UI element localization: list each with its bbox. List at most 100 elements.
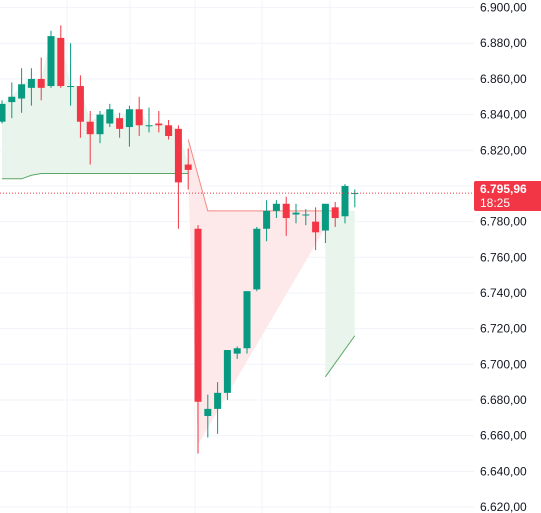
candle-body xyxy=(292,212,300,215)
candles xyxy=(0,25,359,454)
price-axis-label: 6.640,00 xyxy=(480,464,527,478)
candle-body xyxy=(341,185,349,217)
candle-body xyxy=(86,121,94,135)
candle-body xyxy=(174,128,182,183)
candle xyxy=(37,57,45,101)
candle xyxy=(155,111,163,133)
stop-line-down xyxy=(187,139,336,212)
candle-body xyxy=(302,214,310,216)
price-axis-label: 6.620,00 xyxy=(480,500,527,513)
candle-body xyxy=(253,228,261,290)
price-axis-label: 6.760,00 xyxy=(480,250,527,264)
candle-body xyxy=(0,103,6,122)
candle xyxy=(125,105,133,147)
candle xyxy=(135,96,143,136)
candle-body xyxy=(135,109,143,126)
stop-area-up-right xyxy=(325,210,355,377)
current-price-value: 6.795,96 xyxy=(480,182,527,196)
stop-line xyxy=(2,139,356,378)
candle-body xyxy=(272,203,280,211)
candle xyxy=(184,148,192,190)
candle xyxy=(351,189,359,208)
current-price-label: 6.795,96 18:25 xyxy=(474,181,541,211)
candle-body xyxy=(263,210,271,229)
candle xyxy=(18,68,26,113)
price-axis-label: 6.780,00 xyxy=(480,215,527,229)
candle-body xyxy=(321,203,329,231)
candle xyxy=(47,30,55,88)
price-axis-label: 6.860,00 xyxy=(480,72,527,86)
candle-body xyxy=(184,164,192,170)
price-axis-label: 6.700,00 xyxy=(480,357,527,371)
price-axis-label: 6.900,00 xyxy=(480,1,527,15)
candle xyxy=(263,200,271,242)
candle xyxy=(321,203,329,244)
candle-body xyxy=(76,86,84,122)
candle xyxy=(282,196,290,236)
candle-body xyxy=(57,37,65,87)
candle-body xyxy=(18,84,26,99)
price-axis-label: 6.840,00 xyxy=(480,108,527,122)
price-axis-label: 6.880,00 xyxy=(480,36,527,50)
candle xyxy=(253,226,261,292)
price-axis[interactable]: 6.900,00 6.880,00 6.860,00 6.840,00 6.820,00… xyxy=(480,1,527,513)
bar-countdown: 18:25 xyxy=(480,196,511,210)
candle xyxy=(341,184,349,224)
candle-body xyxy=(145,125,153,127)
candle xyxy=(174,125,182,229)
candle-body xyxy=(165,125,173,136)
candle xyxy=(27,68,35,106)
candle-body xyxy=(67,86,75,88)
candle xyxy=(302,209,310,226)
candle-body xyxy=(233,348,241,354)
candle-body xyxy=(194,228,202,402)
price-axis-label: 6.660,00 xyxy=(480,429,527,443)
candle-body xyxy=(27,78,35,88)
price-axis-label: 6.680,00 xyxy=(480,393,527,407)
price-axis-label: 6.820,00 xyxy=(480,143,527,157)
candle-body xyxy=(223,350,231,393)
candle xyxy=(0,100,6,124)
candle xyxy=(8,82,16,119)
candle-body xyxy=(8,96,16,103)
stop-line-up xyxy=(2,172,189,180)
candle-body xyxy=(282,203,290,219)
candle-body xyxy=(116,118,124,129)
candle-body xyxy=(106,109,114,124)
candle xyxy=(86,111,94,165)
candle xyxy=(67,43,75,106)
candle-body xyxy=(243,291,251,349)
price-axis-label: 6.740,00 xyxy=(480,286,527,300)
candle xyxy=(76,75,84,138)
candle xyxy=(292,203,300,224)
candle xyxy=(331,201,339,227)
candle xyxy=(243,291,251,354)
candle xyxy=(96,111,104,144)
candle xyxy=(116,112,124,138)
candle xyxy=(194,225,202,454)
candle-body xyxy=(331,207,339,219)
stop-area-up xyxy=(2,36,189,179)
price-axis-label: 6.720,00 xyxy=(480,322,527,336)
stop-area xyxy=(2,36,355,445)
candle-body xyxy=(214,392,222,409)
candle xyxy=(214,382,222,434)
candle xyxy=(204,394,212,438)
candle-body xyxy=(47,36,55,87)
candle xyxy=(272,200,280,219)
candle xyxy=(57,25,65,88)
stop-line-up-right xyxy=(324,335,356,378)
candle xyxy=(223,350,231,400)
candle-body xyxy=(204,408,212,417)
candle-body xyxy=(37,78,45,88)
candle xyxy=(165,119,173,140)
candle xyxy=(233,346,241,359)
candle xyxy=(106,103,114,128)
candle-body xyxy=(96,114,104,135)
candle xyxy=(312,207,320,251)
candle xyxy=(145,107,153,133)
candle-body xyxy=(155,123,163,126)
candle-body xyxy=(312,221,320,233)
candle-body xyxy=(125,109,133,128)
